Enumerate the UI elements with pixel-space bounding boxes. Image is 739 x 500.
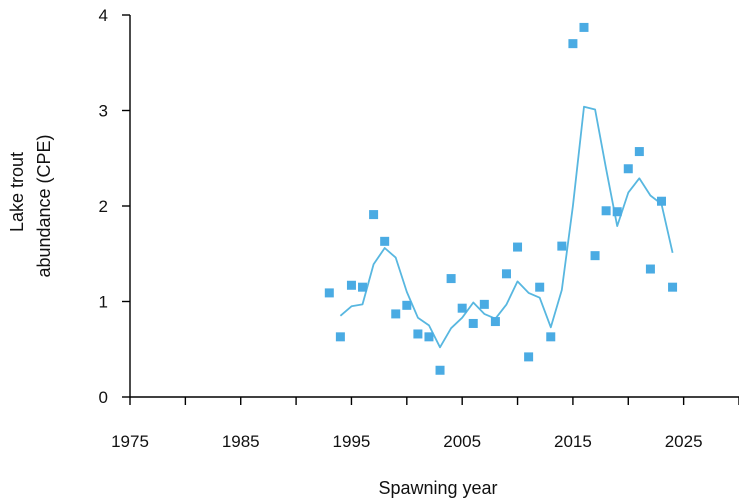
data-point bbox=[634, 147, 644, 157]
data-point bbox=[468, 318, 478, 328]
data-point bbox=[490, 317, 500, 327]
data-point bbox=[358, 282, 368, 292]
data-point bbox=[546, 332, 556, 342]
y-tick-label: 4 bbox=[99, 6, 108, 25]
fitted-line-layer bbox=[339, 105, 674, 349]
data-point bbox=[346, 280, 356, 290]
data-point bbox=[590, 251, 600, 261]
data-point bbox=[524, 352, 534, 362]
data-point bbox=[335, 332, 345, 342]
y-tick-label: 2 bbox=[99, 197, 108, 216]
x-ticks: 1975 1985 1995 2005 2015 2025 bbox=[111, 397, 739, 451]
y-axis-title-line-2: abundance (CPE) bbox=[34, 134, 54, 277]
data-point bbox=[435, 365, 445, 375]
fitted-line bbox=[339, 105, 674, 349]
data-point bbox=[479, 299, 489, 309]
data-point bbox=[656, 196, 666, 206]
data-point bbox=[402, 300, 412, 310]
data-point bbox=[513, 242, 523, 252]
y-tick-label: 3 bbox=[99, 102, 108, 121]
y-axis-title-line-1: Lake trout bbox=[7, 152, 27, 232]
data-point bbox=[501, 269, 511, 279]
data-point bbox=[446, 274, 456, 284]
y-tick-label: 1 bbox=[99, 293, 108, 312]
data-point bbox=[568, 39, 578, 49]
x-tick-label: 1995 bbox=[333, 432, 371, 451]
x-tick-label: 2015 bbox=[554, 432, 592, 451]
data-point bbox=[457, 303, 467, 313]
data-point bbox=[645, 264, 655, 274]
x-tick-label: 1985 bbox=[222, 432, 260, 451]
data-point bbox=[668, 282, 678, 292]
data-point bbox=[380, 236, 390, 246]
axes bbox=[129, 15, 739, 398]
x-tick-label: 2005 bbox=[443, 432, 481, 451]
data-point bbox=[579, 22, 589, 32]
data-point bbox=[413, 329, 423, 339]
data-point bbox=[369, 210, 379, 220]
x-tick-label: 2025 bbox=[665, 432, 703, 451]
data-point bbox=[324, 288, 334, 298]
data-point bbox=[601, 206, 611, 216]
data-point bbox=[535, 282, 545, 292]
data-point bbox=[391, 309, 401, 319]
y-tick-label: 0 bbox=[99, 388, 108, 407]
x-axis-title: Spawning year bbox=[378, 478, 497, 498]
data-point bbox=[612, 207, 622, 217]
data-point bbox=[424, 332, 434, 342]
data-points-layer bbox=[324, 22, 678, 375]
x-tick-label: 1975 bbox=[111, 432, 149, 451]
data-point bbox=[623, 164, 633, 174]
y-ticks: 0 1 2 3 4 bbox=[99, 6, 130, 407]
data-point bbox=[557, 241, 567, 251]
